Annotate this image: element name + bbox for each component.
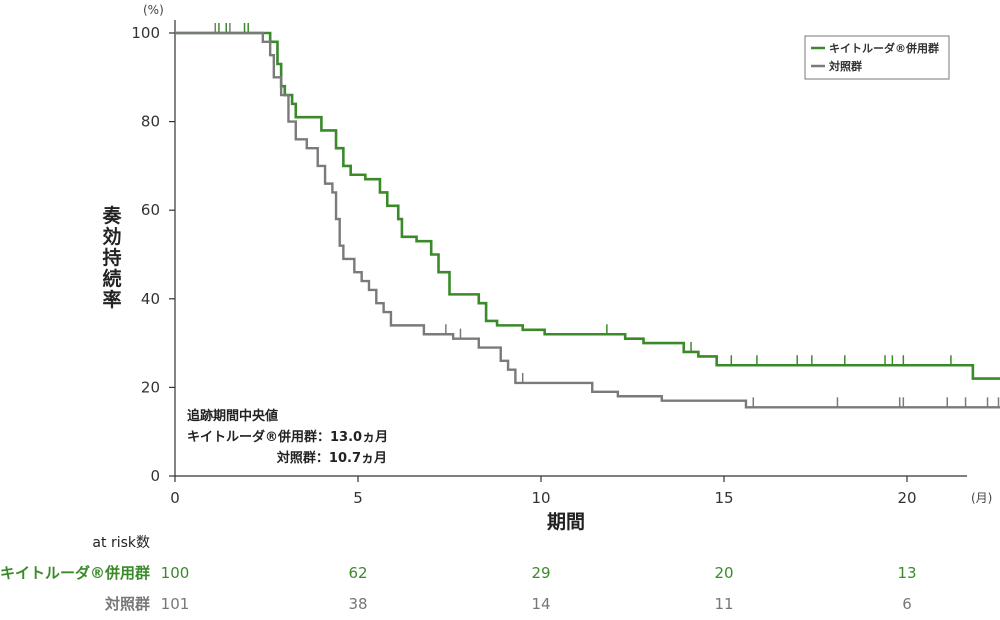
legend-box — [804, 35, 950, 80]
legend-label-control: 対照群 — [828, 59, 862, 73]
x-tick-label: 0 — [170, 489, 180, 507]
axes — [174, 20, 967, 477]
at-risk-value: 13 — [897, 564, 916, 582]
note-pembro: キイトルーダ®併用群：13.0ヵ月 — [187, 429, 388, 445]
y-tick-label: 80 — [141, 113, 160, 131]
x-unit-label: (月) — [971, 491, 992, 505]
at-risk-table: at risk数 キイトルーダ®併用群100622920133100対照群101… — [0, 535, 917, 613]
survival-curves — [175, 23, 1000, 409]
y-unit-label: (%) — [143, 3, 164, 17]
at-risk-value: 38 — [348, 595, 367, 613]
y-tick-label: 100 — [131, 24, 160, 42]
x-axis-title: 期間 — [547, 511, 585, 533]
y-tick-label: 40 — [141, 290, 160, 308]
at-risk-row-label: キイトルーダ®併用群 — [0, 564, 150, 582]
at-risk-value: 6 — [902, 595, 912, 613]
at-risk-value: 11 — [714, 595, 733, 613]
legend-label-pembro: キイトルーダ®併用群 — [829, 41, 939, 55]
at-risk-value: 20 — [714, 564, 733, 582]
x-ticks: 0510152025303540 — [170, 476, 917, 507]
at-risk-value: 14 — [531, 595, 550, 613]
median-followup-note: 追跡期間中央値 キイトルーダ®併用群：13.0ヵ月 対照群：10.7ヵ月 — [187, 408, 388, 466]
x-tick-label: 15 — [714, 489, 733, 507]
y-tick-label: 0 — [150, 467, 160, 485]
note-control: 対照群：10.7ヵ月 — [276, 450, 387, 466]
y-tick-label: 60 — [141, 201, 160, 219]
y-tick-label: 20 — [141, 378, 160, 396]
curve-pembro — [175, 31, 1000, 380]
y-ticks: 0 20 40 60 80 100 — [131, 24, 175, 485]
note-title: 追跡期間中央値 — [187, 408, 278, 424]
legend: キイトルーダ®併用群 対照群 — [804, 35, 950, 80]
at-risk-value: 62 — [348, 564, 367, 582]
x-tick-label: 5 — [353, 489, 363, 507]
x-tick-label: 10 — [531, 489, 550, 507]
at-risk-value: 101 — [161, 595, 190, 613]
curve-control — [175, 31, 1000, 409]
at-risk-value: 100 — [161, 564, 190, 582]
y-axis-title: 奏効持続率 — [101, 204, 122, 311]
at-risk-title: at risk数 — [92, 535, 150, 551]
at-risk-row-label: 対照群 — [104, 595, 150, 613]
at-risk-value: 29 — [531, 564, 550, 582]
x-tick-label: 20 — [897, 489, 916, 507]
